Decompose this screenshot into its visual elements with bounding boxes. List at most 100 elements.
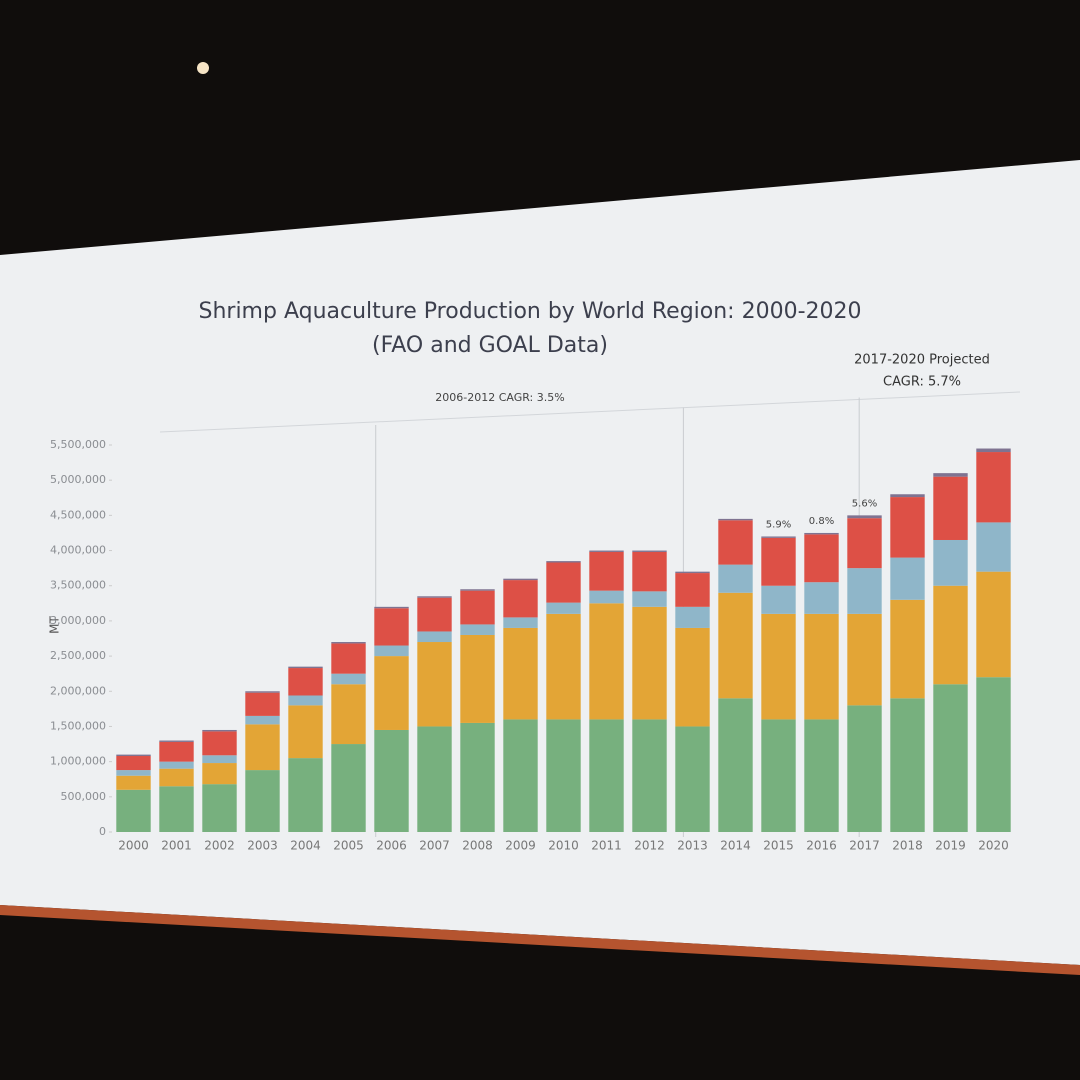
screen-edge (0, 905, 1080, 975)
bar-segment (503, 719, 538, 832)
bar-segment (503, 578, 538, 581)
bar-segment (589, 550, 624, 552)
y-tick-label: 2,000,000 (50, 684, 106, 697)
bar-segment (718, 698, 753, 832)
bar-segment (675, 571, 710, 574)
y-tick-label: 500,000 (61, 790, 107, 803)
annotation: 5.6% (852, 498, 877, 509)
bar-segment (976, 522, 1011, 572)
x-tick-label: 2020 (978, 839, 1009, 853)
bar-segment (245, 770, 280, 832)
x-tick-label: 2016 (806, 839, 837, 853)
y-tick-label: 0 (99, 825, 106, 838)
y-tick-label: 4,000,000 (50, 544, 106, 557)
bar-segment (331, 744, 366, 832)
annotation: 0.8% (809, 516, 834, 527)
bar-segment (331, 673, 366, 685)
bar-segment (331, 643, 366, 674)
bar-segment (245, 715, 280, 725)
x-tick-label: 2004 (290, 839, 321, 853)
y-tick-label: 4,500,000 (50, 508, 106, 521)
bar-segment (245, 692, 280, 716)
bar-segment (890, 698, 925, 832)
bar-segment (804, 582, 839, 614)
bar-segment (417, 597, 452, 632)
bar-segment (675, 627, 710, 727)
y-tick-label: 5,500,000 (50, 438, 106, 451)
x-tick-label: 2003 (247, 839, 278, 853)
y-tick-label: 3,000,000 (50, 614, 106, 627)
bar-segment (804, 532, 839, 535)
bar-segment (546, 561, 581, 563)
bar-segment (761, 585, 796, 614)
bar-segment (417, 726, 452, 832)
ceiling-light (197, 62, 209, 74)
x-tick-label: 2015 (763, 839, 794, 853)
bar-segment (116, 775, 151, 790)
x-tick-label: 2014 (720, 839, 751, 853)
bar-segment (589, 551, 624, 591)
bar-segment (116, 789, 151, 832)
bar-segment (417, 642, 452, 727)
bar-segment (460, 589, 495, 591)
bar-segment (632, 719, 667, 832)
bar-segment (718, 592, 753, 699)
bar-segment (847, 515, 882, 519)
bar-segment (288, 758, 323, 832)
bar-segment (116, 754, 151, 757)
bar-segment (976, 448, 1011, 453)
bar-segment (288, 705, 323, 759)
bar-segment (890, 557, 925, 600)
bar-segment (460, 624, 495, 635)
bar-segment (202, 763, 237, 785)
bar-segment (159, 741, 194, 762)
chart-title: Shrimp Aquaculture Production by World R… (198, 299, 861, 324)
bar-segment (374, 729, 409, 832)
bar-segment (675, 573, 710, 607)
bar-segment (374, 645, 409, 657)
bar-segment (589, 719, 624, 832)
bar-segment (503, 580, 538, 618)
x-tick-label: 2019 (935, 839, 966, 853)
x-tick-label: 2009 (505, 839, 536, 853)
bar-segment (589, 590, 624, 604)
x-tick-label: 2007 (419, 839, 450, 853)
bar-segment (890, 497, 925, 558)
x-tick-label: 2008 (462, 839, 493, 853)
bar-segment (933, 585, 968, 685)
bar-segment (847, 568, 882, 614)
bar-segment (804, 534, 839, 583)
bar-segment (761, 536, 796, 538)
bar-segment (116, 770, 151, 776)
y-tick-label: 3,500,000 (50, 579, 106, 592)
bar-segment (159, 740, 194, 742)
bar-segment (589, 603, 624, 720)
y-tick-label: 2,500,000 (50, 649, 106, 662)
bar-segment (718, 520, 753, 565)
bar-segment (976, 452, 1011, 523)
bar-segment (417, 596, 452, 598)
bar-segment (632, 606, 667, 720)
y-axis-label: MT (48, 615, 62, 633)
bar-segment (675, 726, 710, 832)
x-tick-label: 2001 (161, 839, 192, 853)
bar-segment (374, 606, 409, 609)
bar-segment (460, 634, 495, 723)
bar-segment (761, 719, 796, 832)
x-tick-label: 2010 (548, 839, 579, 853)
x-tick-label: 2011 (591, 839, 622, 853)
y-tick-label: 1,000,000 (50, 755, 106, 768)
bar-segment (933, 476, 968, 540)
bar-segment (417, 631, 452, 643)
bar-segment (159, 768, 194, 787)
header-rule (159, 391, 1021, 433)
bar-segment (503, 617, 538, 628)
x-tick-label: 2012 (634, 839, 665, 853)
bar-segment (288, 666, 323, 669)
bar-segment (546, 562, 581, 603)
bar-segment (460, 722, 495, 832)
bar-segment (632, 591, 667, 607)
bar-segment (718, 518, 753, 521)
